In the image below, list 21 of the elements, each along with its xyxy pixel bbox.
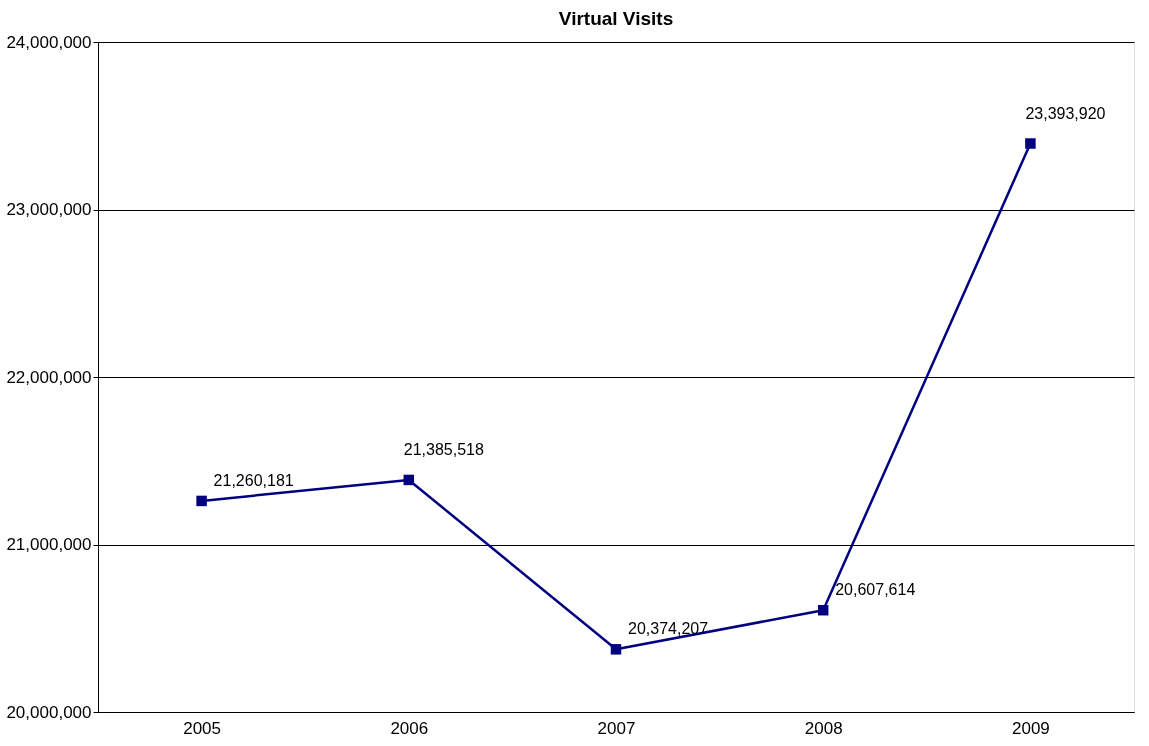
x-tick-label: 2006 <box>390 718 429 738</box>
x-tick-label: 2007 <box>597 718 636 738</box>
y-tick-label: 20,000,000 <box>6 702 92 722</box>
data-label: 20,607,614 <box>835 581 916 599</box>
y-tick-label: 23,000,000 <box>6 200 92 219</box>
x-tick-label: 2005 <box>183 718 222 738</box>
data-label: 21,385,518 <box>403 440 484 458</box>
x-tick-label: 2008 <box>804 718 843 738</box>
y-tick-label: 24,000,000 <box>6 32 92 52</box>
point <box>196 495 207 507</box>
data-label: 20,374,207 <box>628 620 709 638</box>
point <box>610 644 622 655</box>
x-tick-label: 2009 <box>1011 718 1050 738</box>
data-label: 23,393,920 <box>1025 104 1106 122</box>
chart-title: Virtual Visits <box>558 8 674 29</box>
y-tick-label: 21,000,000 <box>6 535 92 554</box>
y-tick-label: 22,000,000 <box>6 367 92 387</box>
data-label: 21,260,181 <box>213 471 294 489</box>
point <box>817 604 829 616</box>
point <box>1025 138 1036 149</box>
point <box>403 474 415 486</box>
